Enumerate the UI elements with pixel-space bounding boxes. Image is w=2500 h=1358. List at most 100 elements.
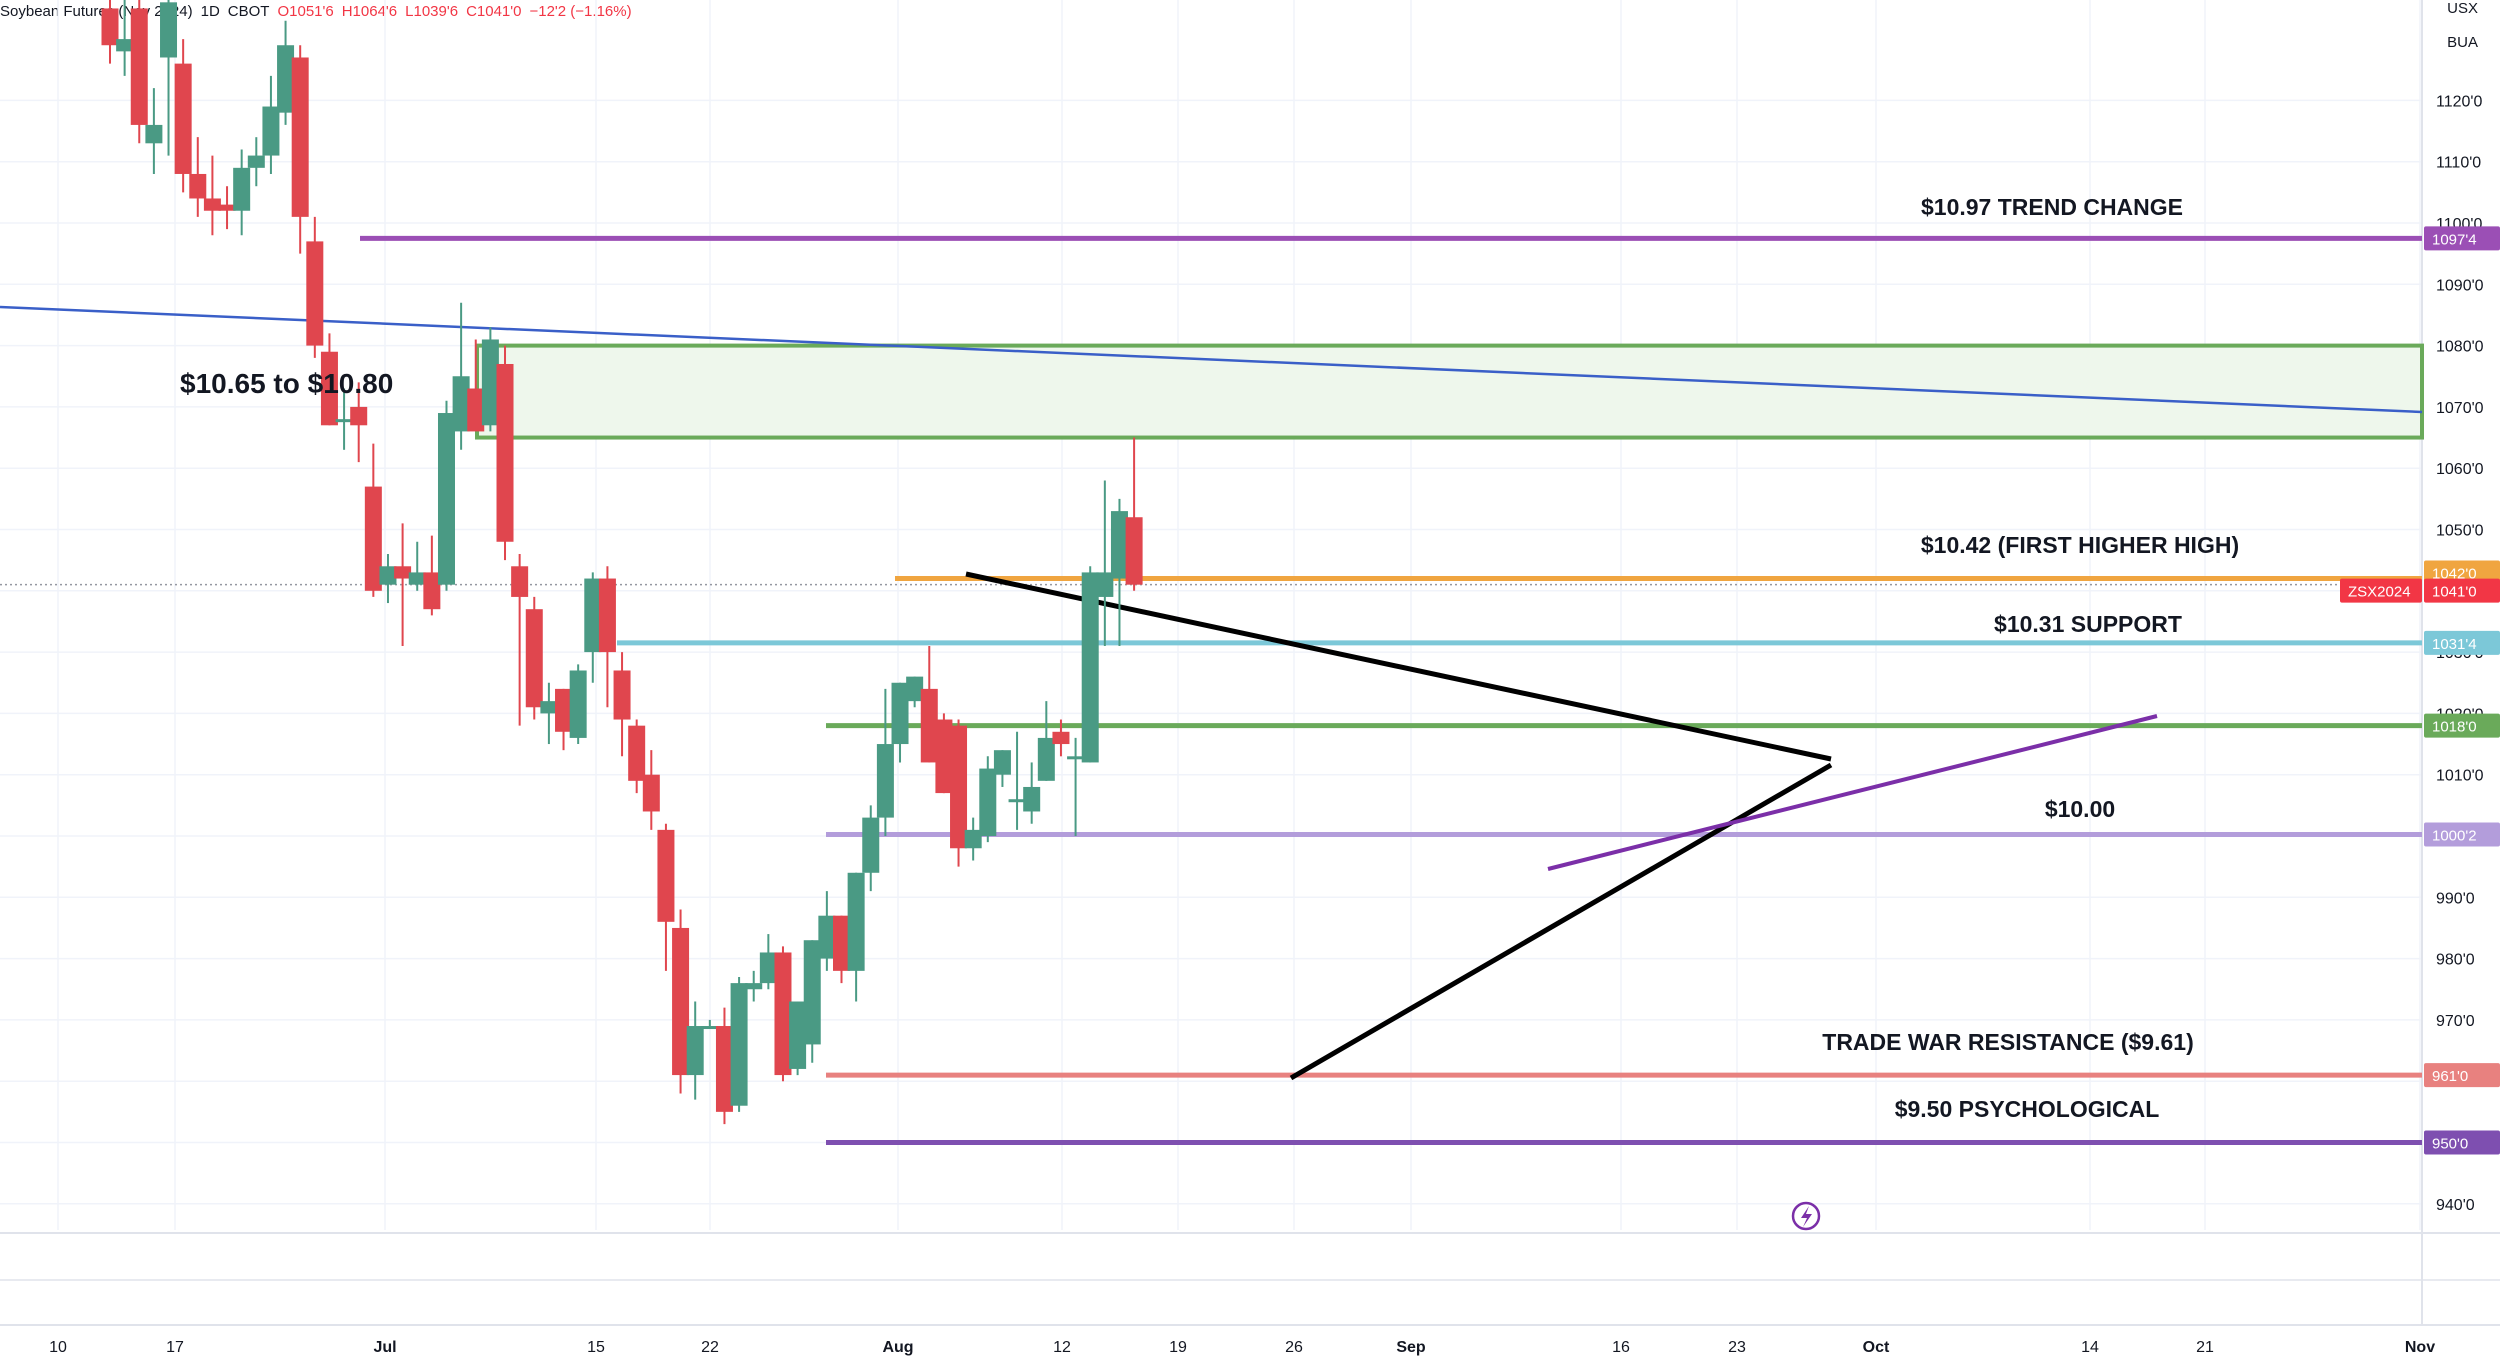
candle-body [569,670,587,738]
level-price-badge: 961'0 [2424,1063,2500,1088]
time-tick-label: 26 [1285,1339,1303,1356]
low-value: L1039'6 [405,2,459,20]
candle [833,915,850,984]
interval-label[interactable]: 1D [200,2,220,20]
candle [218,186,236,230]
candle [116,0,134,76]
candle [203,155,221,236]
horizontal-levels [0,235,2422,1145]
candle [540,682,558,745]
badge-background [2340,578,2422,603]
candle-body [320,351,338,426]
close-value: C1041'0 [466,2,522,20]
candle-body [964,829,982,849]
candle [847,872,865,1002]
candle [555,688,573,751]
candle-body [803,940,821,1045]
time-tick-label: 15 [587,1339,605,1356]
candle [642,750,660,830]
triangle-upper-line [965,571,1832,762]
candle [818,891,836,971]
candle [964,817,982,861]
currency-unit[interactable]: USX [2447,0,2478,17]
candle-body [540,701,558,714]
candle-body [335,419,353,423]
candle-body [1023,786,1041,812]
candle [1037,701,1055,781]
candle [569,664,587,745]
time-tick-label: 16 [1612,1339,1630,1356]
candle-body [642,774,660,812]
candle-body [979,768,997,836]
candle-body [686,1026,704,1076]
candle [920,645,938,763]
chart-header: Soybean Futures (Nov 2024) 1D CBOT O1051… [0,0,640,22]
price-tick-label: 1110'0 [2436,155,2481,172]
candle-body [364,486,382,591]
candle-body [628,725,646,781]
candle [130,0,148,144]
level-price-badge: 1018'0 [2424,713,2500,738]
candle [862,805,880,892]
time-tick-label: 23 [1728,1339,1746,1356]
candle [350,382,368,463]
time-tick-label: 10 [49,1339,67,1356]
candle [628,719,646,794]
candle [1081,566,1099,763]
badge-background [2424,713,2500,738]
candle [1008,731,1026,830]
candle [233,149,251,236]
trendlines [0,305,2423,1081]
candle-body [350,406,368,426]
lightning-bolt-icon [1801,1206,1812,1227]
candle [481,327,499,432]
candle [262,75,280,174]
candle [291,45,309,254]
candle-body [833,915,850,971]
price-tick-label: 1090'0 [2436,277,2484,294]
candle [950,719,968,867]
candle-body [233,167,251,211]
candle-body [935,719,953,794]
badge-text: ZSX2024 [2348,584,2411,601]
exchange-label: CBOT [227,2,270,20]
candle [979,756,997,843]
measure-unit[interactable]: BUA [2447,34,2478,51]
candle-body [1110,511,1128,579]
candle [906,676,924,708]
current-price-badge: 1041'0 [2424,578,2500,603]
level-annotation: TRADE WAR RESISTANCE ($9.61) [1822,1029,2193,1055]
time-axis[interactable]: 10 17 Jul 15 22 Aug 12 19 26 Sep 16 23 Oct 14 21 Nov [49,1339,2435,1356]
candle [1110,498,1128,646]
price-tick-label: 1070'0 [2436,400,2484,417]
time-tick-label: 17 [166,1339,184,1356]
candle-body [511,566,529,597]
candle-body [715,1026,733,1112]
candle-body [277,45,295,113]
candle-body [657,829,675,922]
candle [715,1007,733,1125]
price-tick-label: 1080'0 [2436,339,2484,356]
candle [364,443,382,597]
candle-body [394,566,412,579]
candle [657,823,675,971]
candle [993,750,1011,787]
time-tick-label: 22 [701,1339,719,1356]
candle [174,39,192,193]
misc-icons [1791,1201,1821,1231]
candle [759,934,777,990]
candle-body [1037,737,1055,781]
candle [145,88,163,174]
candle [1023,762,1041,824]
candle-body [920,688,938,763]
badge-text: 1041'0 [2432,584,2477,601]
zone-annotation: $10.65 to $10.80 [180,368,393,399]
candle [701,1019,719,1030]
badge-background [2424,226,2500,251]
candle [394,523,412,646]
time-tick-label: Aug [882,1339,913,1356]
candle-body [525,609,543,708]
candle-body [993,750,1011,775]
candle [672,909,690,1094]
